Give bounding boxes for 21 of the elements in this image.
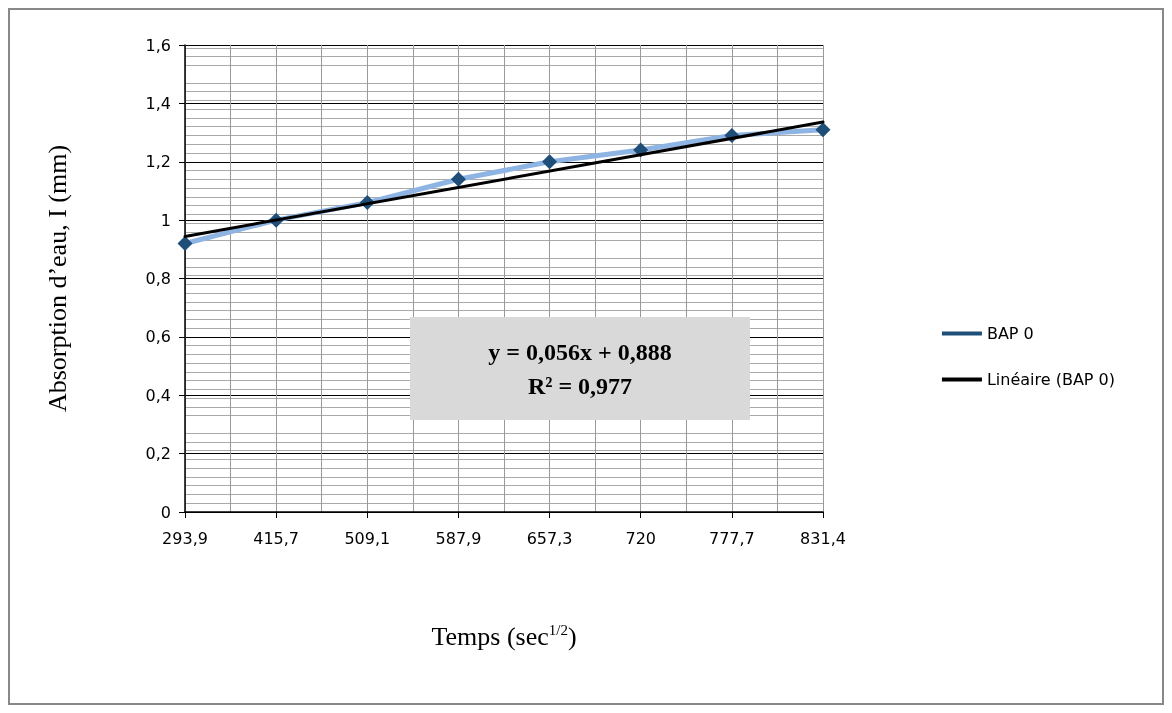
x-tick-label: 415,7	[253, 528, 300, 548]
y-tick-label: 0,8	[145, 269, 171, 288]
legend-label: BAP 0	[986, 324, 1034, 343]
x-tick-label: 587,9	[435, 528, 482, 548]
y-tick-label: 0,4	[145, 385, 171, 405]
equation-box: y = 0,056x + 0,888 R² = 0,977	[410, 317, 750, 420]
x-tick-label: 777,7	[708, 528, 755, 548]
x-tick-label: 293,9	[162, 528, 208, 548]
x-tick-label: 509,1	[344, 528, 391, 548]
y-tick-label: 1,4	[145, 93, 171, 113]
y-axis-title: Absorption d’eau, I (mm)	[42, 144, 72, 413]
y-tick-label: 0	[160, 502, 171, 522]
y-tick-label: 1	[160, 210, 171, 230]
x-tick-label: 720	[625, 528, 656, 548]
legend-label: Linéaire (BAP 0)	[986, 370, 1116, 389]
x-tick-label: 831,4	[800, 528, 846, 548]
y-tick-label: 0,2	[145, 444, 171, 464]
y-tick-label: 0,6	[145, 327, 171, 347]
y-tick-label: 1,6	[145, 35, 171, 55]
x-tick-label: 657,3	[526, 528, 573, 548]
y-tick-label: 1,2	[145, 152, 171, 172]
